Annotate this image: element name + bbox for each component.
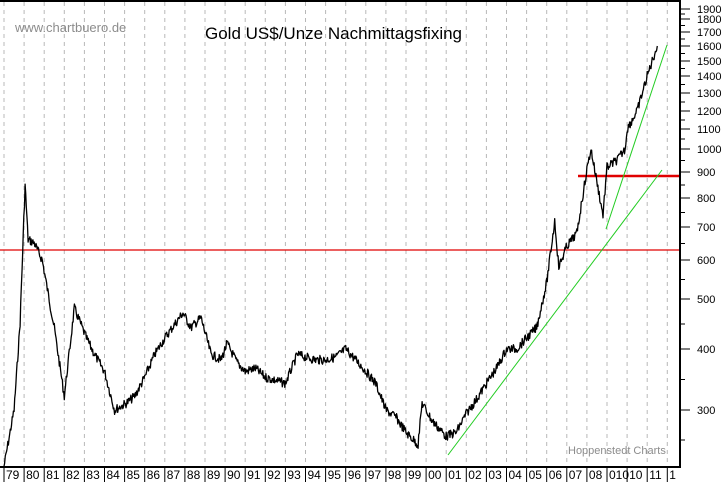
x-tick-label: 94: [308, 468, 322, 482]
y-tick-label: 300: [697, 405, 715, 417]
x-tick-label: 04: [509, 468, 523, 482]
x-tick-label: 96: [348, 468, 362, 482]
x-tick-label: 93: [287, 468, 301, 482]
y-tick-label: 700: [697, 222, 715, 234]
x-tick-label: 81: [46, 468, 60, 482]
trend-line-long: [447, 169, 663, 456]
y-tick-label: 500: [697, 294, 715, 306]
y-tick-label: 1500: [697, 56, 721, 68]
chart-title: Gold US$/Unze Nachmittagsfixing: [205, 24, 462, 43]
y-tick-label: 1800: [697, 14, 721, 26]
x-tick-label: 87: [167, 468, 181, 482]
y-tick-label: 1400: [697, 71, 721, 83]
x-tick-label: 92: [267, 468, 281, 482]
x-tick-label: 82: [66, 468, 80, 482]
x-tick-label: 07: [569, 468, 583, 482]
y-tick-label: 1300: [697, 88, 721, 100]
x-tick-label: 83: [86, 468, 100, 482]
gold-price-line: [3, 45, 658, 467]
source-watermark: Hoppenstedt Charts: [568, 445, 666, 457]
y-tick-label: 1000: [697, 144, 721, 156]
y-tick-label: 1700: [697, 27, 721, 39]
x-tick-label: 08: [589, 468, 603, 482]
x-tick-label: 01: [448, 468, 462, 482]
x-tick-label: 97: [368, 468, 382, 482]
trend-line-steep: [605, 44, 668, 230]
y-tick-label: 400: [697, 344, 715, 356]
x-tick-label: 86: [147, 468, 161, 482]
x-tick-label: 98: [388, 468, 402, 482]
x-tick-label: 80: [26, 468, 40, 482]
y-tick-label: 1100: [697, 124, 721, 136]
x-tick-label: 95: [328, 468, 342, 482]
vertical-gridlines: [3, 2, 668, 466]
x-tick-label: 90: [227, 468, 241, 482]
y-tick-label: 1600: [697, 41, 721, 53]
x-tick-label: 88: [187, 468, 201, 482]
y-tick-label: 900: [697, 167, 715, 179]
watermark-chartbuero: www.chartbuero.de: [14, 20, 126, 35]
y-tick-label: 1900: [697, 4, 721, 16]
y-tick-label: 1200: [697, 106, 721, 118]
x-tick-label: 03: [488, 468, 502, 482]
x-tick-label: 79: [6, 468, 20, 482]
x-tick-label: 10: [629, 468, 643, 482]
x-tick-label: 84: [107, 468, 121, 482]
y-tick-label: 800: [697, 193, 715, 205]
x-tick-label: 05: [529, 468, 543, 482]
x-tick-label: 11: [649, 468, 662, 482]
x-tick-label: 99: [408, 468, 422, 482]
x-tick-label: 1: [669, 468, 676, 482]
x-tick-label: 010: [609, 468, 629, 482]
x-tick-label: 85: [127, 468, 141, 482]
x-tick-label: 00: [428, 468, 442, 482]
x-tick-label: 06: [549, 468, 563, 482]
x-tick-label: 91: [247, 468, 261, 482]
x-axis-labels: 79 80 81 82 83 84 85 86 87 88 89 90 91 92 93 94 95 96 97 98…: [3, 467, 676, 482]
x-tick-label: 02: [468, 468, 482, 482]
x-tick-label: 89: [207, 468, 221, 482]
y-tick-label: 600: [697, 255, 715, 267]
